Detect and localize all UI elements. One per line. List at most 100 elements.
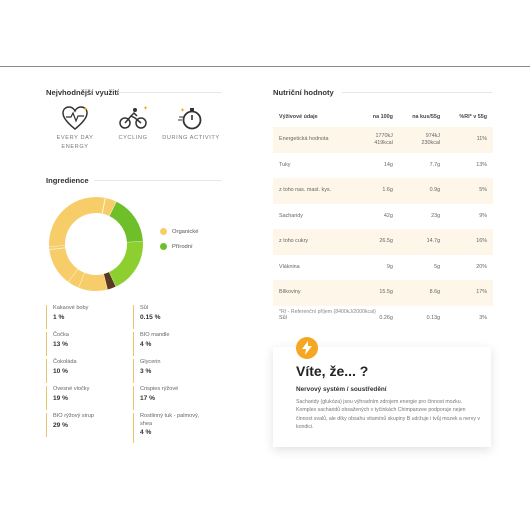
ingredient-name: BIO mandle [140, 332, 170, 338]
ingredient-percent: 10 % [53, 367, 69, 375]
legend-swatch-organic [160, 228, 167, 235]
ingredient-item: BIO rýžový sirup 29 % [46, 413, 94, 437]
ingredient-item: Ovesné vločky 19 % [46, 386, 89, 410]
nutrition-table: Výživové údaje na 100g na kus/55g %RI* v… [273, 107, 493, 331]
nutrient-name: Energetická hodnota [273, 127, 363, 153]
legend-swatch-natural [160, 243, 167, 250]
per100-cell: 1.6g [362, 178, 399, 204]
per100-cell: 26.5g [362, 229, 399, 255]
usage-item-during-activity: ✦ DURING ACTIVITY [156, 104, 226, 143]
per100-cell: 0.26g [379, 314, 393, 321]
ingredient-percent: 4 % [140, 340, 152, 348]
ingredients-title-line [94, 180, 222, 181]
nutrition-footnote: *RI - Referenční příjem (8400kJ/2000kcal… [279, 309, 376, 315]
col-header: na 100g [372, 114, 393, 120]
per-piece-cell: 7.7g [429, 161, 441, 168]
ri-cell: 3% [479, 314, 487, 321]
usage-label: EVERY DAY [56, 135, 94, 141]
ingredient-item: Sůl 0.15 % [133, 305, 161, 329]
ri-cell: 11% [446, 127, 493, 153]
nutrient-name: Vláknina [279, 263, 300, 270]
usage-item-everyday-energy: ✦ EVERY DAY ENERGY [40, 104, 110, 152]
nutrient-name: z toho nas. mast. kys. [273, 178, 363, 204]
ingredient-item: Kakaové boby 1 % [46, 305, 88, 329]
ri-cell: 5% [446, 178, 493, 204]
usage-label: CYCLING [118, 135, 148, 141]
usage-label: DURING ACTIVITY [162, 135, 220, 141]
cyclist-icon: ✦ [98, 104, 168, 132]
ingredient-name: Čokoláda [53, 359, 77, 365]
usage-label-2: ENERGY [61, 144, 89, 150]
ingredient-name: Čočka [53, 332, 69, 338]
ingredient-percent: 3 % [140, 367, 152, 375]
table-row: z toho nas. mast. kys. 1.6g 0.9g 5% [273, 178, 493, 204]
ingredient-name: BIO rýžový sirup [53, 413, 95, 419]
nutrient-name: Sacharidy [279, 212, 303, 219]
ingredient-percent: 0.15 % [140, 313, 161, 321]
table-row: z toho cukry 26.5g 14.7g 16% [273, 229, 493, 255]
card-text: Sacharidy (glukóza) jsou výhradním zdroj… [296, 399, 480, 430]
per100-cell: 1770kJ 419kcal [362, 127, 399, 153]
per100-cell: 15.5g [362, 280, 399, 306]
ingredient-item: Čočka 13 % [46, 332, 69, 356]
ingredient-percent: 17 % [140, 394, 156, 402]
usage-title: Nejvhodnější využití [46, 88, 120, 97]
per-piece-cell: 0.9g [398, 178, 447, 204]
table-row: Energetická hodnota 1770kJ 419kcal 974kJ 2… [273, 127, 493, 153]
table-row: Sacharidy 42g 23g 9% [273, 204, 493, 230]
table-row: Sůl 0.26g 0.13g 3% [273, 306, 493, 332]
per100-cell: 14g [383, 161, 393, 168]
nutrition-title-line [342, 92, 492, 93]
per-piece-cell: 14.7g [398, 229, 447, 255]
nutrient-name: Sůl [279, 314, 287, 321]
table-row: Tuky 14g 7.7g 13% [273, 153, 493, 179]
ingredient-name: Rostlinný tuk - palmový, shea [140, 413, 200, 427]
ri-cell: 16% [446, 229, 493, 255]
donut-slice [109, 201, 143, 243]
ingredients-title: Ingredience [46, 176, 89, 185]
per100-cell: 42g [383, 212, 393, 219]
table-row: Bílkoviny 15.5g 8.6g 17% [273, 280, 493, 306]
ingredient-item: Rostlinný tuk - palmový, shea 4 % [133, 413, 213, 443]
ingredient-item: Crispies rýžové 17 % [133, 386, 178, 410]
ri-cell: 17% [446, 280, 493, 306]
donut-slice [103, 272, 116, 290]
per-piece-cell: 5g [434, 263, 441, 270]
ingredient-name: Kakaové boby [53, 305, 89, 311]
did-you-know-card [273, 347, 491, 447]
col-header: na kus/55g [412, 114, 441, 120]
donut-slice [101, 197, 117, 217]
stopwatch-icon: ✦ [156, 104, 226, 132]
ingredient-name: Sůl [140, 305, 149, 311]
ri-cell: 9% [479, 212, 487, 219]
ingredient-percent: 13 % [53, 340, 69, 348]
ingredients-donut-chart [49, 197, 143, 291]
ingredient-percent: 19 % [53, 394, 69, 402]
nutrient-name: z toho cukry [273, 229, 363, 255]
donut-slice [68, 268, 85, 288]
nutrition-header-row: Výživové údaje na 100g na kus/55g %RI* v… [273, 107, 493, 127]
per-piece-cell: 23g [431, 212, 441, 219]
nutrient-name: Bílkoviny [273, 280, 363, 306]
per-piece-cell: 974kJ 230kcal [398, 127, 447, 153]
svg-text:✦: ✦ [143, 105, 148, 112]
ingredient-name: Ovesné vločky [53, 386, 90, 392]
heart-pulse-icon: ✦ [40, 104, 110, 132]
nutrition-title: Nutriční hodnoty [273, 88, 334, 97]
usage-item-cycling: ✦ CYCLING [98, 104, 168, 143]
donut-slice [108, 241, 143, 287]
col-header: Výživové údaje [279, 114, 318, 120]
ingredient-percent: 4 % [140, 429, 152, 436]
donut-slice [78, 272, 108, 291]
ri-cell: 20% [476, 263, 487, 270]
nutrient-name: Tuky [279, 161, 291, 168]
lightning-bolt-icon [296, 337, 318, 359]
ri-cell: 13% [476, 161, 487, 168]
donut-separator [101, 197, 106, 214]
col-header: %RI* v 55g [459, 114, 487, 120]
svg-text:✦: ✦ [83, 106, 88, 113]
header-divider [0, 66, 530, 67]
ingredient-name: Glycerin [140, 359, 161, 365]
per100-cell: 9g [386, 263, 393, 270]
usage-title-line [118, 92, 222, 93]
